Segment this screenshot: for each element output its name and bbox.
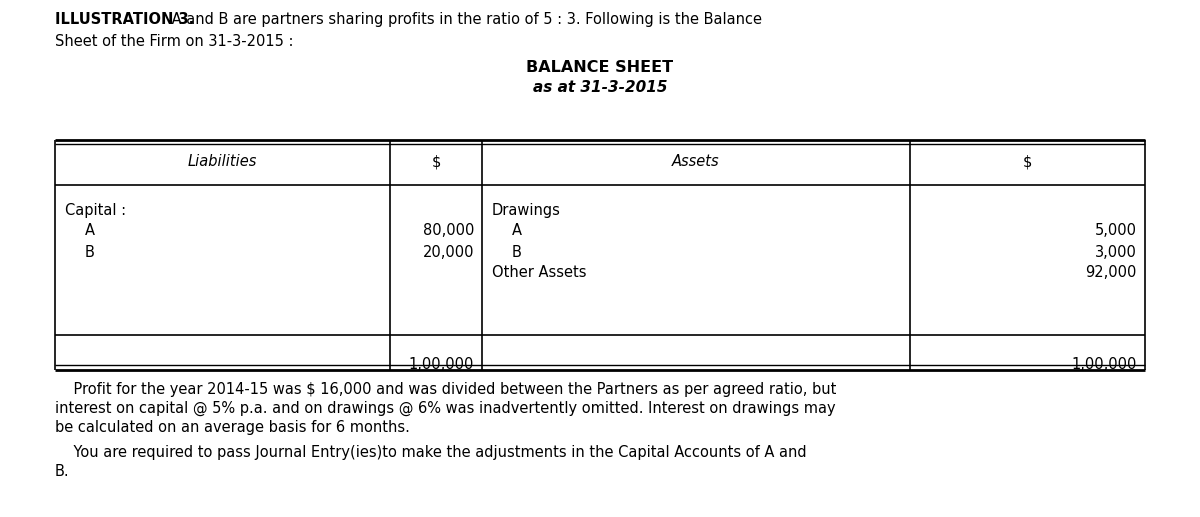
Text: $: $ [431,155,440,170]
Text: Liabilities: Liabilities [188,155,257,170]
Text: A and B are partners sharing profits in the ratio of 5 : 3. Following is the Bal: A and B are partners sharing profits in … [167,12,762,27]
Text: Assets: Assets [672,155,720,170]
Text: Capital :: Capital : [65,203,126,218]
Text: be calculated on an average basis for 6 months.: be calculated on an average basis for 6 … [55,420,410,435]
Text: Drawings: Drawings [492,203,560,218]
Text: Profit for the year 2014-15 was $ 16,000 and was divided between the Partners as: Profit for the year 2014-15 was $ 16,000… [55,382,836,397]
Text: interest on capital @ 5% p.a. and on drawings @ 6% was inadvertently omitted. In: interest on capital @ 5% p.a. and on dra… [55,401,835,416]
Text: A: A [512,223,522,238]
Text: 5,000: 5,000 [1096,223,1138,238]
Text: 20,000: 20,000 [422,245,474,260]
Text: B: B [512,245,522,260]
Text: B: B [85,245,95,260]
Text: Sheet of the Firm on 31-3-2015 :: Sheet of the Firm on 31-3-2015 : [55,34,294,49]
Text: $: $ [1022,155,1032,170]
Text: 1,00,000: 1,00,000 [409,357,474,372]
Text: BALANCE SHEET: BALANCE SHEET [527,60,673,75]
Text: 1,00,000: 1,00,000 [1072,357,1138,372]
Text: Other Assets: Other Assets [492,265,587,280]
Text: 80,000: 80,000 [422,223,474,238]
Text: ILLUSTRATION 3.: ILLUSTRATION 3. [55,12,194,27]
Text: B.: B. [55,464,70,479]
Text: A: A [85,223,95,238]
Text: as at 31-3-2015: as at 31-3-2015 [533,80,667,95]
Text: You are required to pass Journal Entry(ies)to make the adjustments in the Capita: You are required to pass Journal Entry(i… [55,445,806,460]
Text: 3,000: 3,000 [1096,245,1138,260]
Text: 92,000: 92,000 [1086,265,1138,280]
